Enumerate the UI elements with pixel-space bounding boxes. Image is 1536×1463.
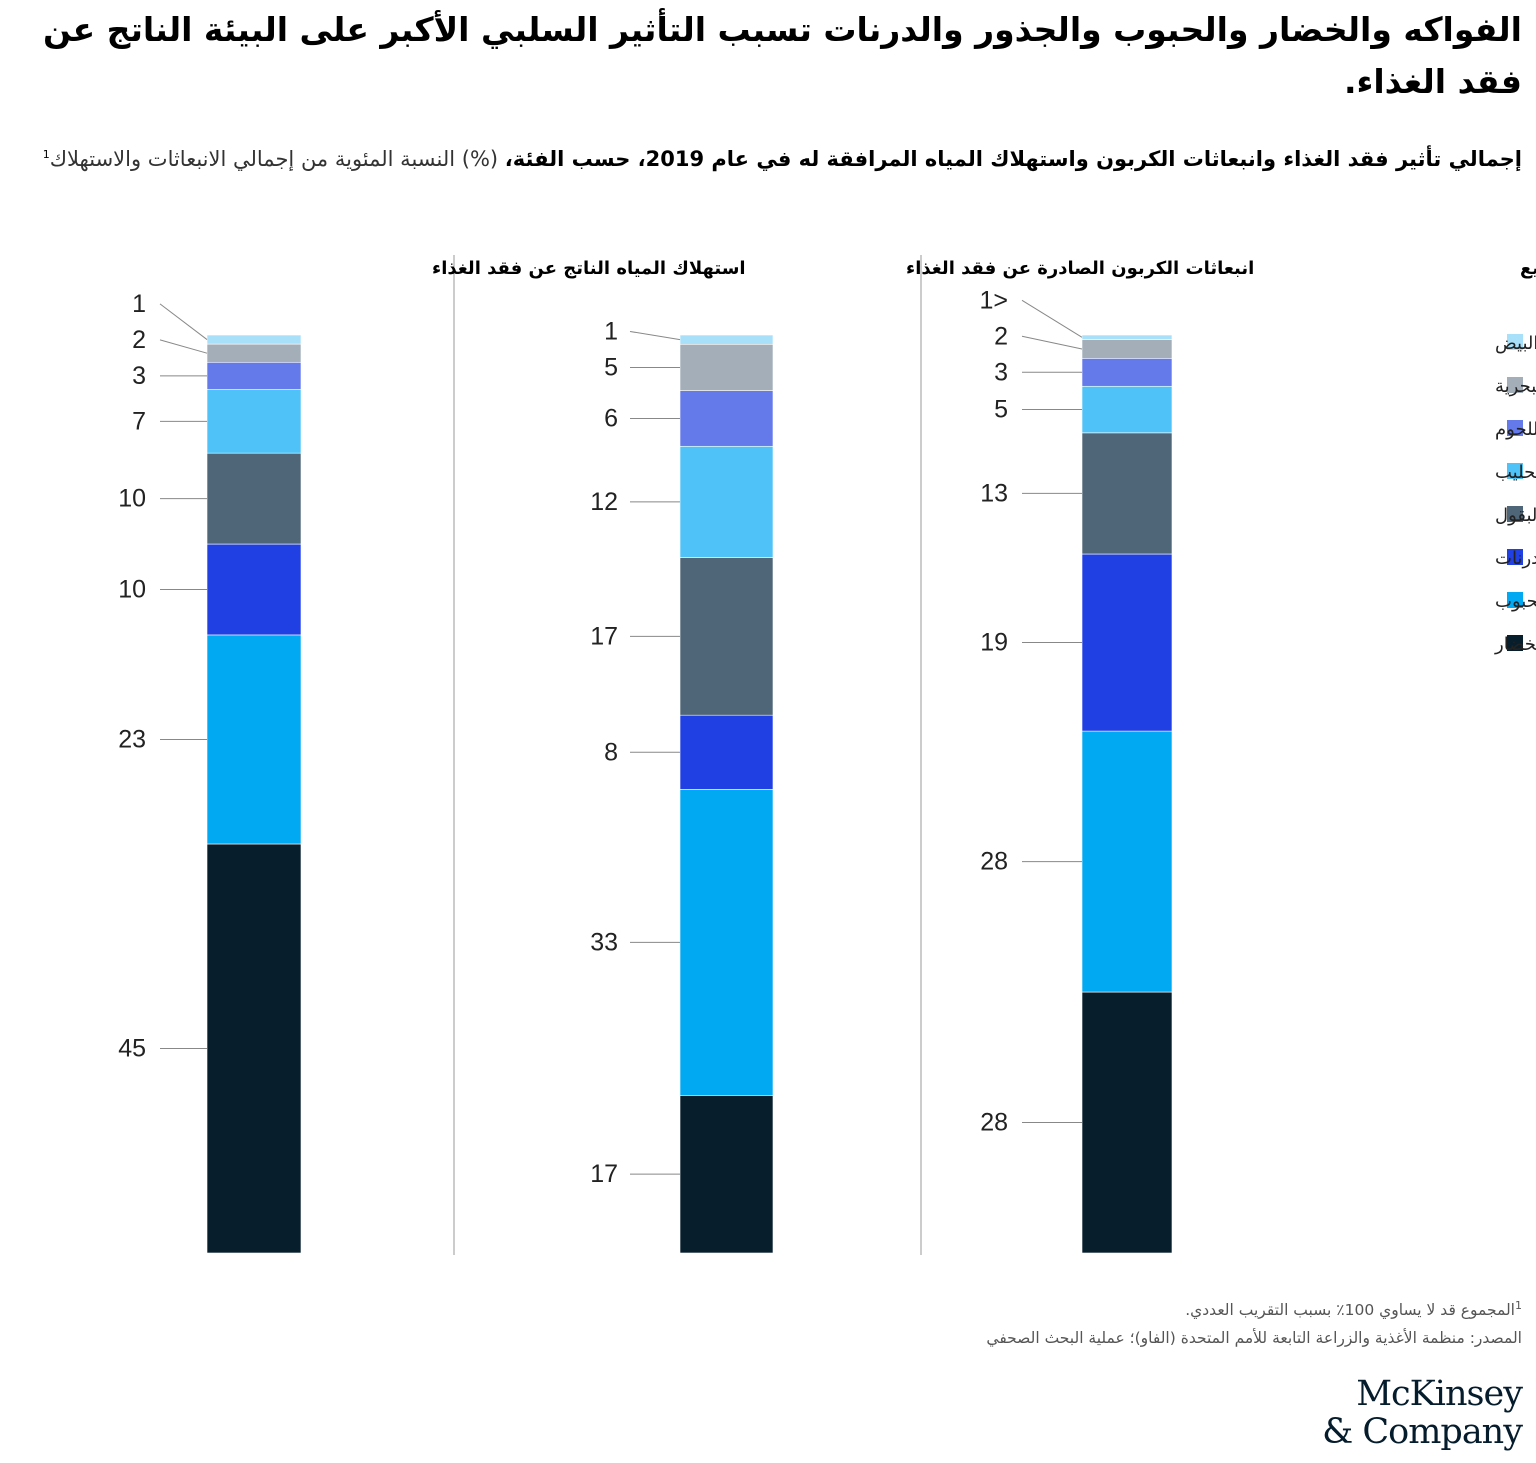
source-note: المصدر: منظمة الأغذية والزراعة التابعة ل… bbox=[986, 1329, 1522, 1348]
data-label: 1 bbox=[132, 290, 146, 318]
bar-segment bbox=[679, 789, 774, 1096]
bar-segment bbox=[1081, 730, 1173, 993]
leader-line bbox=[1021, 299, 1083, 338]
subtitle-unit: (%) النسبة المئوية من إجمالي الانبعاثات … bbox=[49, 147, 499, 171]
footnote-1: 1المجموع قد لا يساوي 100٪ بسبب التقريب ا… bbox=[622, 1292, 1522, 1324]
legend-swatch bbox=[1507, 592, 1523, 608]
footnote-mark: 1 bbox=[42, 148, 50, 161]
legend-swatch bbox=[1507, 635, 1523, 651]
legend-label: الحليب bbox=[1495, 462, 1536, 483]
bar-segment bbox=[206, 452, 302, 545]
chart-title: الفواكه والخضار والحبوب والجذور والدرنات… bbox=[42, 10, 1522, 101]
legend-label: الجذور والدرنات bbox=[1495, 548, 1536, 569]
data-label: 45 bbox=[118, 1034, 146, 1062]
bar-segment bbox=[1081, 339, 1173, 359]
bar-segment bbox=[679, 714, 774, 790]
data-label: 28 bbox=[980, 848, 1008, 876]
data-label: 1> bbox=[979, 286, 1008, 314]
logo-line-2: & Company bbox=[1322, 1412, 1523, 1452]
data-label: 2 bbox=[132, 326, 146, 354]
data-label: 10 bbox=[118, 485, 146, 513]
footnotes: 1المجموع قد لا يساوي 100٪ بسبب التقريب ا… bbox=[622, 1292, 1522, 1352]
data-label: 23 bbox=[118, 725, 146, 753]
column-header: انبعاثات الكربون الصادرة عن فقد الغذاء bbox=[906, 258, 1254, 279]
leader-line bbox=[629, 330, 681, 341]
bar-segment bbox=[1081, 357, 1173, 387]
legend-label: بذور الزيت والبقول bbox=[1495, 505, 1536, 526]
data-label: 1 bbox=[604, 317, 618, 345]
bar-segment bbox=[206, 634, 302, 845]
data-label: 17 bbox=[590, 622, 618, 650]
data-label: 2 bbox=[994, 322, 1008, 350]
legend-swatch bbox=[1507, 420, 1523, 436]
legend-label: الحبوب bbox=[1495, 591, 1536, 612]
legend-label: السمك والمأكولات البحرية bbox=[1495, 373, 1536, 397]
leader-line bbox=[1021, 335, 1083, 350]
data-label: 13 bbox=[980, 479, 1008, 507]
leader-line bbox=[159, 339, 208, 354]
data-label: 5 bbox=[604, 353, 618, 381]
bar-segment bbox=[206, 843, 302, 1254]
data-label: 8 bbox=[604, 738, 618, 766]
legend-swatch bbox=[1507, 506, 1523, 522]
legend-swatch bbox=[1507, 377, 1523, 393]
data-label: 19 bbox=[980, 629, 1008, 657]
data-label: 17 bbox=[590, 1160, 618, 1188]
footnote-1-text: المجموع قد لا يساوي 100٪ بسبب التقريب ال… bbox=[1185, 1301, 1515, 1320]
data-label: 28 bbox=[980, 1109, 1008, 1137]
data-label: 6 bbox=[604, 404, 618, 432]
bar-segment bbox=[1081, 432, 1173, 555]
legend-label: اللحوم bbox=[1495, 419, 1536, 440]
bar-segment bbox=[206, 543, 302, 636]
data-label: 3 bbox=[994, 358, 1008, 386]
legend-swatch bbox=[1507, 549, 1523, 565]
bar-segment bbox=[1081, 991, 1173, 1254]
legend-label: الفواكه والخضار bbox=[1494, 634, 1536, 655]
bar-segment bbox=[1081, 553, 1173, 732]
data-label: 3 bbox=[132, 362, 146, 390]
data-label: 7 bbox=[132, 407, 146, 435]
bar-segment bbox=[206, 389, 302, 454]
footnote-1-mark: 1 bbox=[1515, 1299, 1522, 1312]
data-label: 33 bbox=[590, 928, 618, 956]
bar-segment bbox=[1081, 385, 1173, 434]
data-label: 12 bbox=[590, 488, 618, 516]
bar-segment bbox=[679, 390, 774, 447]
subtitle-bold: إجمالي تأثير فقد الغذاء وانبعاثات الكربو… bbox=[504, 147, 1522, 171]
bar-segment bbox=[206, 343, 302, 363]
bar-segment bbox=[679, 557, 774, 716]
logo-line-1: McKinsey bbox=[1356, 1374, 1523, 1414]
mckinsey-logo: McKinsey & Company bbox=[1322, 1374, 1523, 1452]
bar-segment bbox=[1081, 334, 1173, 340]
bar-segment bbox=[206, 361, 302, 390]
bar-segment bbox=[679, 343, 774, 391]
legend-label: البيض bbox=[1495, 333, 1536, 354]
leader-line bbox=[159, 303, 208, 340]
data-label: 10 bbox=[118, 575, 146, 603]
bar-segment bbox=[679, 334, 774, 345]
bar-segment bbox=[679, 445, 774, 558]
data-label: 5 bbox=[994, 396, 1008, 424]
legend-swatch bbox=[1507, 334, 1523, 350]
column-header: استهلاك المياه الناتج عن فقد الغذاء bbox=[432, 258, 746, 279]
bar-segment bbox=[679, 1095, 774, 1254]
chart-subtitle: إجمالي تأثير فقد الغذاء وانبعاثات الكربو… bbox=[22, 136, 1522, 178]
legend-swatch bbox=[1507, 463, 1523, 479]
bar-segment bbox=[206, 334, 302, 345]
column-header: الفقد في مرحلة التصنيع bbox=[1520, 258, 1536, 279]
